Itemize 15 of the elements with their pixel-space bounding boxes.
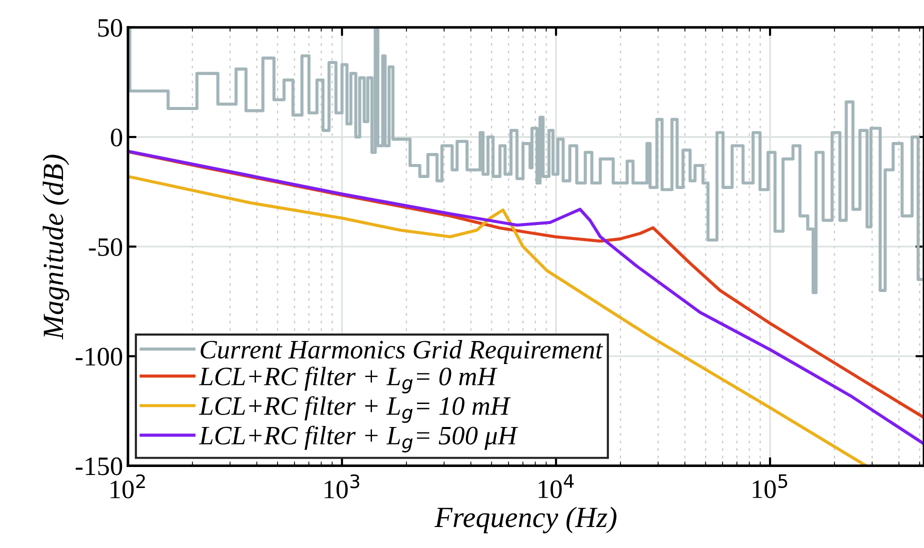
y-tick-label: -50 (88, 238, 122, 256)
x-tick-label: 10$^{5}$ (752, 474, 788, 498)
x-axis-title: Frequency (Hz) (434, 506, 616, 534)
y-tick-label: -100 (76, 348, 122, 366)
y-tick-label: -150 (76, 457, 122, 476)
legend-label: LCL+RC filter + L$_{g}$= 0 mH (198, 366, 498, 394)
legend-label: Current Harmonics Grid Requirement (200, 340, 604, 364)
legend-label: LCL+RC filter + L$_{g}$= 500 μH (198, 426, 518, 452)
y-tick-label: 0 (110, 128, 122, 146)
x-tick-label: 10$^{3}$ (324, 474, 360, 498)
legend-label: LCL+RC filter + L$_{g}$= 10 mH (198, 396, 511, 423)
x-tick-label: 10$^{4}$ (538, 474, 574, 498)
x-tick-label: 10$^{2}$ (110, 474, 145, 498)
y-tick-label: 50 (98, 19, 122, 37)
y-axis-title: Magnitude (dB) (42, 154, 70, 340)
